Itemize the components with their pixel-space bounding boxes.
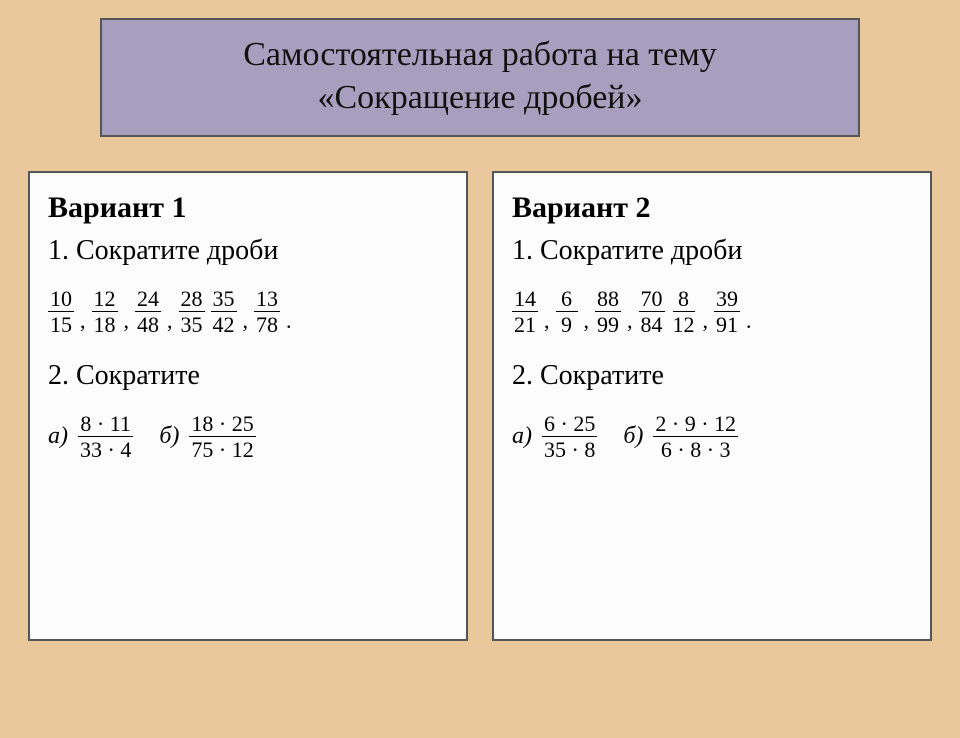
- variant-2-card: Вариант 2 1. Сократите дроби 1421,69,889…: [492, 171, 932, 641]
- fraction-denominator: 75 · 12: [189, 437, 255, 461]
- fraction-numerator: 13: [254, 287, 280, 312]
- fraction-denominator: 35 · 8: [542, 437, 597, 461]
- task2-label: 2. Сократите: [512, 360, 912, 392]
- fraction: 7084: [639, 287, 665, 336]
- subtask-letter: б): [623, 423, 643, 450]
- fraction: 1015: [48, 287, 74, 336]
- fraction: 69: [556, 287, 578, 336]
- variant-cards: Вариант 1 1. Сократите дроби 1015,1218,2…: [0, 137, 960, 641]
- fraction: 2448: [135, 287, 161, 336]
- comma-separator: ,: [243, 308, 249, 336]
- fraction-denominator: 9: [556, 312, 578, 336]
- task2-row: а) 6 · 2535 · 8 б) 2 · 9 · 126 · 8 · 3: [512, 412, 912, 461]
- subtask-letter: а): [512, 423, 532, 450]
- fraction: 18 · 2575 · 12: [189, 412, 255, 461]
- fraction-denominator: 99: [595, 312, 621, 336]
- task2-row: а) 8 · 1133 · 4 б) 18 · 2575 · 12: [48, 412, 448, 461]
- task1-fractions-row: 1015,1218,2448,28353542,1378.: [48, 287, 448, 336]
- period: .: [746, 308, 752, 336]
- fraction-numerator: 35: [211, 287, 237, 312]
- fraction-numerator: 70: [639, 287, 665, 312]
- fraction: 8 · 1133 · 4: [78, 412, 133, 461]
- title-line-1: Самостоятельная работа на тему: [122, 34, 838, 77]
- fraction: 6 · 2535 · 8: [542, 412, 597, 461]
- fraction-numerator: 24: [135, 287, 161, 312]
- fraction-denominator: 91: [714, 312, 740, 336]
- fraction-numerator: 18 · 25: [189, 412, 255, 437]
- fraction: 1421: [512, 287, 538, 336]
- fraction-numerator: 6: [556, 287, 578, 312]
- variant-heading: Вариант 2: [512, 191, 912, 225]
- fraction-denominator: 35: [179, 312, 205, 336]
- fraction-numerator: 39: [714, 287, 740, 312]
- fraction-denominator: 84: [639, 312, 665, 336]
- task1-label: 1. Сократите дроби: [48, 235, 448, 267]
- fraction-numerator: 6 · 25: [542, 412, 597, 437]
- fraction-numerator: 88: [595, 287, 621, 312]
- title-line-2: «Сокращение дробей»: [122, 77, 838, 120]
- fraction-denominator: 15: [48, 312, 74, 336]
- worksheet-title-box: Самостоятельная работа на тему «Сокращен…: [100, 18, 860, 137]
- fraction-denominator: 12: [671, 312, 697, 336]
- comma-separator: ,: [167, 308, 173, 336]
- fraction-numerator: 8: [673, 287, 695, 312]
- comma-separator: ,: [80, 308, 86, 336]
- fraction-denominator: 48: [135, 312, 161, 336]
- task1-fractions-row: 1421,69,8899,7084812,3991.: [512, 287, 912, 336]
- fraction-numerator: 14: [512, 287, 538, 312]
- task2-item: а) 8 · 1133 · 4: [48, 412, 133, 461]
- fraction: 3991: [714, 287, 740, 336]
- fraction-denominator: 6 · 8 · 3: [659, 437, 733, 461]
- comma-separator: ,: [584, 308, 590, 336]
- fraction-denominator: 21: [512, 312, 538, 336]
- fraction: 1378: [254, 287, 280, 336]
- subtask-letter: а): [48, 423, 68, 450]
- fraction: 8899: [595, 287, 621, 336]
- task2-label: 2. Сократите: [48, 360, 448, 392]
- fraction: 2835: [179, 287, 205, 336]
- fraction: 3542: [211, 287, 237, 336]
- task2-item: б) 2 · 9 · 126 · 8 · 3: [623, 412, 738, 461]
- fraction-denominator: 42: [211, 312, 237, 336]
- fraction: 2 · 9 · 126 · 8 · 3: [653, 412, 738, 461]
- task2-item: а) 6 · 2535 · 8: [512, 412, 597, 461]
- task1-label: 1. Сократите дроби: [512, 235, 912, 267]
- fraction-denominator: 18: [92, 312, 118, 336]
- fraction: 1218: [92, 287, 118, 336]
- task2-item: б) 18 · 2575 · 12: [159, 412, 255, 461]
- fraction-numerator: 10: [48, 287, 74, 312]
- period: .: [286, 308, 292, 336]
- comma-separator: ,: [544, 308, 550, 336]
- fraction-numerator: 28: [179, 287, 205, 312]
- fraction-denominator: 78: [254, 312, 280, 336]
- comma-separator: ,: [627, 308, 633, 336]
- comma-separator: ,: [703, 308, 709, 336]
- fraction: 812: [671, 287, 697, 336]
- variant-heading: Вариант 1: [48, 191, 448, 225]
- subtask-letter: б): [159, 423, 179, 450]
- fraction-denominator: 33 · 4: [78, 437, 133, 461]
- comma-separator: ,: [124, 308, 130, 336]
- fraction-numerator: 12: [92, 287, 118, 312]
- fraction-numerator: 8 · 11: [78, 412, 133, 437]
- variant-1-card: Вариант 1 1. Сократите дроби 1015,1218,2…: [28, 171, 468, 641]
- fraction-numerator: 2 · 9 · 12: [653, 412, 738, 437]
